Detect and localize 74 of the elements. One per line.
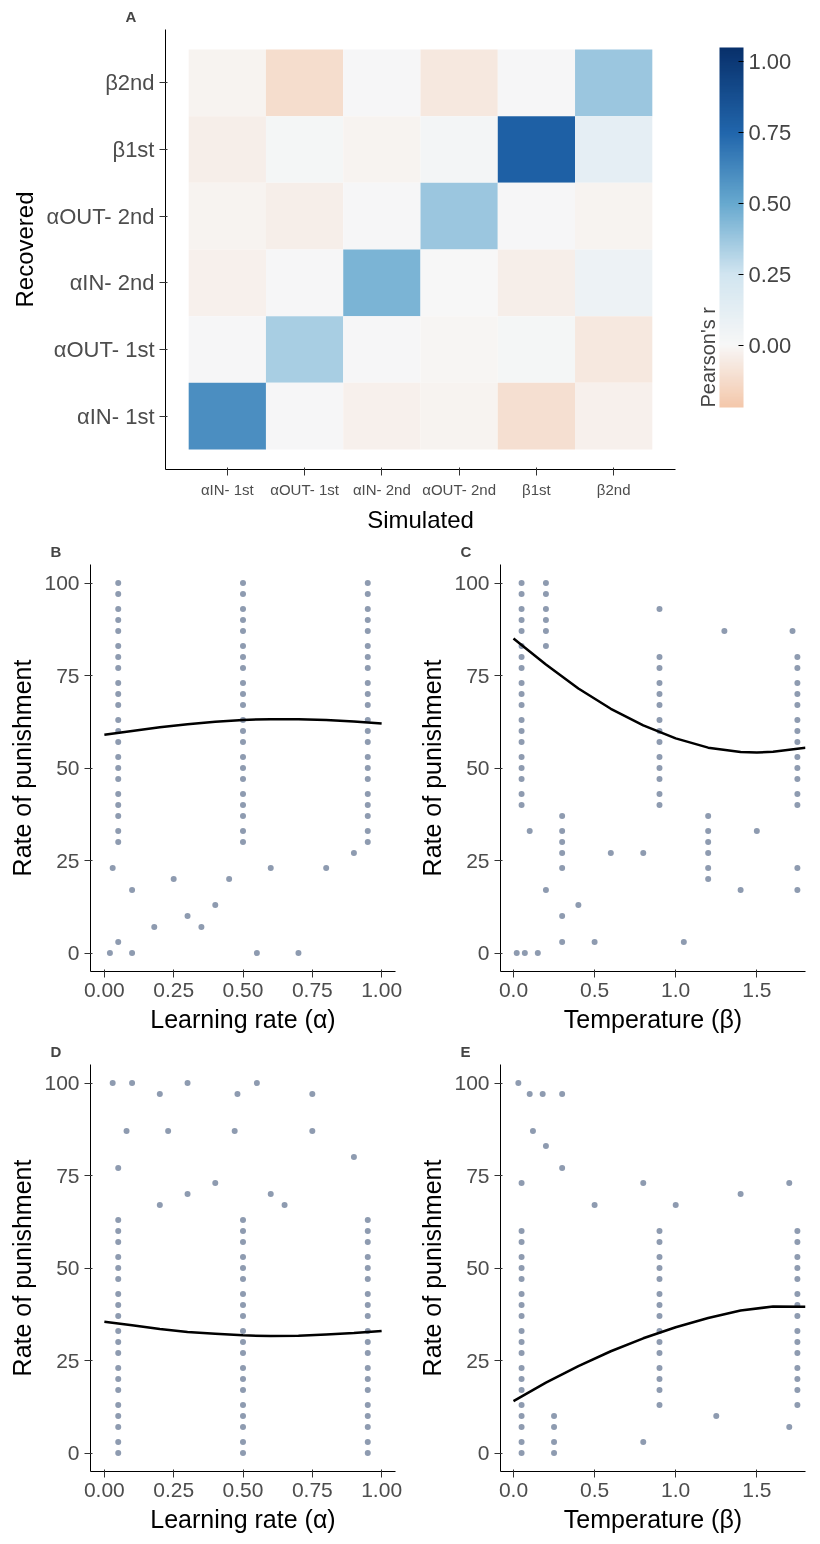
y-tick-label: 0 — [477, 1441, 490, 1464]
line-series — [512, 1305, 806, 1403]
y-tick-label: 50 — [466, 1256, 490, 1279]
color-bar-title: Pearson's r — [696, 306, 719, 408]
x-tick-label: 0.75 — [291, 1477, 333, 1501]
x-tick-label: 0.50 — [222, 1477, 264, 1501]
x-tick-label: αOUT- 1st — [270, 480, 340, 498]
x-tick-label: αIN- 2nd — [352, 480, 411, 498]
text: B — [50, 542, 62, 560]
text: E — [460, 1042, 471, 1060]
x-tick-label: 0.5 — [580, 1477, 610, 1501]
x-tick-label: 0.75 — [291, 977, 333, 1001]
y-tick-label: β2nd — [105, 70, 155, 96]
y-tick-label: αOUT- 1st — [53, 337, 155, 362]
x-tick-label: 1.5 — [742, 1477, 772, 1501]
color-bar-label: 0.50 — [748, 190, 792, 216]
x-tick-label: 1.0 — [661, 977, 691, 1001]
x-tick-label: 0.25 — [153, 1477, 195, 1501]
line-series — [512, 637, 806, 754]
line-series — [103, 1320, 383, 1338]
x-tick-label: 0.25 — [153, 977, 195, 1001]
y-axis-title: Rate of punishment — [8, 659, 37, 877]
y-tick-label: αIN- 1st — [77, 403, 155, 429]
line-series — [103, 717, 383, 736]
x-tick-label: β1st — [522, 480, 552, 498]
y-tick-label: 100 — [454, 571, 490, 594]
x-tick-label: 1.5 — [742, 977, 772, 1001]
y-tick-label: 100 — [44, 1071, 80, 1094]
x-tick-label: 0.00 — [83, 977, 125, 1001]
color-bar-label: 0.25 — [748, 261, 792, 287]
x-tick-label: 1.00 — [361, 977, 403, 1001]
y-tick-label: αOUT- 2nd — [46, 203, 155, 229]
x-tick-label: 1.00 — [361, 1477, 403, 1501]
x-tick-label: αIN- 1st — [200, 480, 255, 498]
x-tick-label: 1.0 — [661, 1477, 691, 1501]
y-tick-label: 50 — [56, 756, 80, 779]
x-axis-title: Learning rate (α) — [150, 1004, 336, 1033]
y-tick-label: β1st — [112, 137, 155, 162]
y-tick-label: 25 — [466, 848, 490, 872]
y-tick-label: 75 — [466, 663, 490, 687]
y-tick-label: 75 — [56, 663, 80, 687]
x-tick-label: 0.5 — [580, 977, 610, 1001]
y-tick-label: 75 — [466, 1163, 490, 1187]
y-tick-label: αIN- 2nd — [69, 270, 155, 296]
y-tick-label: 0 — [67, 941, 80, 964]
x-tick-label: 0.50 — [222, 977, 264, 1001]
x-axis-title: Temperature (β) — [563, 1504, 743, 1533]
x-axis-title: Simulated — [367, 505, 474, 533]
y-tick-label: 100 — [44, 571, 80, 594]
y-axis-title: Rate of punishment — [8, 1159, 37, 1377]
x-tick-label: 0.0 — [498, 977, 529, 1001]
y-tick-label: 25 — [56, 848, 80, 872]
text: D — [50, 1042, 62, 1060]
y-tick-label: 75 — [56, 1163, 80, 1187]
x-axis-title: Learning rate (α) — [150, 1504, 336, 1533]
y-axis-title: Rate of punishment — [418, 659, 447, 877]
x-tick-label: 0.0 — [498, 1477, 529, 1501]
text: C — [460, 542, 472, 560]
y-tick-label: 0 — [67, 1441, 80, 1464]
x-tick-label: β2nd — [596, 480, 631, 498]
y-tick-label: 25 — [56, 1348, 80, 1372]
color-bar-label: 1.00 — [748, 49, 792, 75]
y-axis-title: Rate of punishment — [418, 1159, 447, 1377]
text: A — [125, 7, 137, 25]
y-tick-label: 0 — [477, 941, 490, 964]
color-bar-label: 0.75 — [748, 120, 792, 146]
y-tick-label: 25 — [466, 1348, 490, 1372]
y-tick-label: 50 — [466, 756, 490, 779]
x-axis-title: Temperature (β) — [563, 1004, 743, 1033]
y-tick-label: 100 — [454, 1071, 490, 1094]
color-bar-label: 0.00 — [748, 332, 792, 358]
y-axis-title: Recovered — [11, 191, 39, 308]
y-tick-label: 50 — [56, 1256, 80, 1279]
x-tick-label: 0.00 — [83, 1477, 125, 1501]
